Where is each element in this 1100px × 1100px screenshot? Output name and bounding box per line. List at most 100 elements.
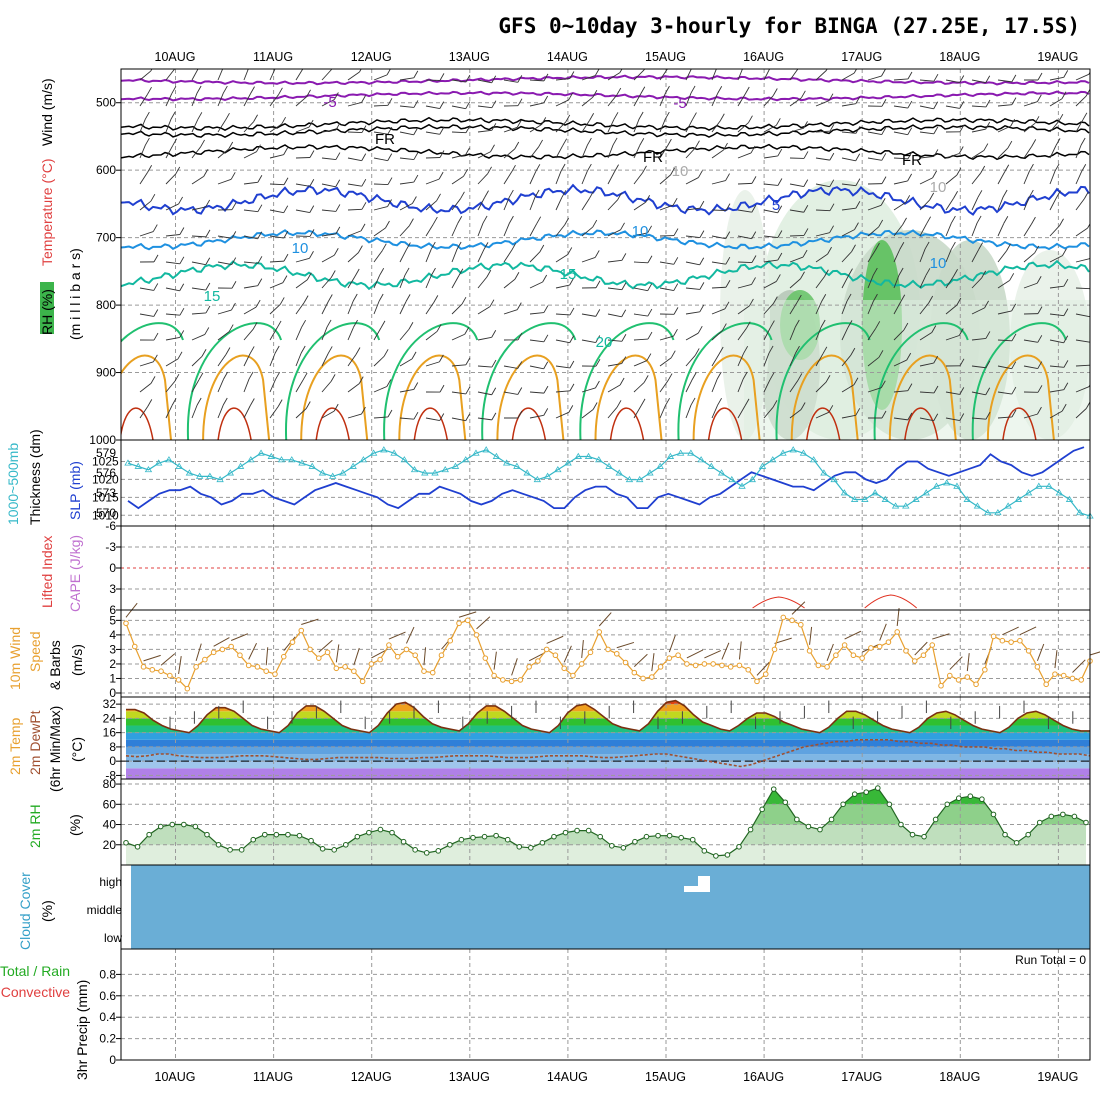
wind-barb bbox=[555, 390, 570, 393]
wind-barb-flag bbox=[903, 322, 909, 331]
wind-barb-flag bbox=[439, 73, 445, 81]
wind-barb bbox=[178, 656, 182, 674]
wind-barb-flag bbox=[360, 223, 366, 232]
wind-barb bbox=[399, 328, 410, 341]
wind-barb bbox=[685, 332, 699, 341]
wind-barb bbox=[815, 253, 828, 263]
wind-barb bbox=[1023, 365, 1038, 370]
wind-barb bbox=[139, 361, 154, 367]
wind-barb-flag bbox=[308, 119, 314, 128]
wind-barb-flag bbox=[803, 151, 809, 159]
wind-barb-flag bbox=[543, 334, 549, 343]
wind-barb-flag bbox=[751, 231, 757, 239]
wind-barb bbox=[997, 147, 1009, 159]
wind-barb-flag bbox=[1037, 361, 1043, 369]
wind-barb bbox=[265, 647, 269, 666]
rh-point bbox=[481, 833, 488, 840]
thickness-marker bbox=[891, 502, 900, 509]
wind-barb bbox=[945, 304, 958, 315]
rh-legend-swatch bbox=[40, 282, 54, 334]
wind-barb-flag bbox=[953, 269, 958, 277]
thickness-line bbox=[127, 449, 1091, 517]
wind-barb bbox=[607, 199, 618, 211]
wind-barb-flag bbox=[1062, 248, 1067, 256]
wind-barb bbox=[945, 248, 952, 263]
wind-barb bbox=[893, 301, 902, 315]
thickness-marker bbox=[728, 475, 736, 483]
wind-barb bbox=[555, 224, 565, 237]
wind-barb bbox=[659, 69, 668, 81]
wind-speed-point bbox=[666, 655, 673, 661]
wind-barb bbox=[269, 154, 284, 159]
wind-barb bbox=[139, 144, 146, 159]
wind-barb-flag bbox=[283, 253, 289, 262]
wind-barb bbox=[373, 300, 380, 315]
temp-contour-25 bbox=[692, 354, 761, 440]
wind-barb bbox=[529, 365, 544, 370]
wind-barb-flag bbox=[803, 121, 808, 129]
temp-contour-30 bbox=[609, 407, 645, 440]
wind-barb-flag bbox=[716, 371, 722, 380]
wind-barb-flag bbox=[1080, 137, 1086, 146]
wind-barb-flag bbox=[670, 350, 676, 358]
wind-barb bbox=[945, 79, 960, 83]
wind-speed-point bbox=[517, 677, 524, 683]
wind-barb bbox=[711, 308, 726, 315]
wind-barb bbox=[373, 327, 382, 341]
wind-barb-flag bbox=[1011, 74, 1017, 83]
wind-barb bbox=[815, 209, 831, 212]
wind-barb-flag bbox=[465, 147, 471, 155]
wind-barb bbox=[789, 278, 801, 289]
thickness-marker bbox=[165, 456, 173, 463]
freezing-level-1 bbox=[121, 116, 1090, 132]
wind-barb bbox=[555, 284, 570, 289]
wind-barb bbox=[217, 178, 232, 185]
wind-barb bbox=[607, 287, 622, 291]
wind-barb bbox=[1049, 285, 1064, 289]
tick-label: 32 bbox=[103, 697, 117, 711]
wind-speed-point bbox=[745, 666, 752, 673]
wind-barb bbox=[789, 352, 796, 367]
wind-barb bbox=[295, 157, 311, 159]
wind-barb bbox=[165, 313, 180, 316]
wind-barb-flag bbox=[647, 225, 653, 234]
wind-barb-flag bbox=[387, 199, 392, 207]
wind-barb-flag bbox=[231, 302, 236, 311]
wind-speed-point bbox=[175, 677, 182, 683]
wind-barb-flag bbox=[153, 254, 159, 263]
wind-barb-flag bbox=[309, 229, 315, 237]
wind-barb-flag bbox=[794, 319, 800, 328]
temp-contour-30 bbox=[707, 407, 743, 440]
wind-barb-flag bbox=[1085, 89, 1090, 97]
wind-barb-flag bbox=[326, 319, 332, 328]
wind-barb-flag bbox=[875, 321, 881, 329]
wind-barb-flag bbox=[800, 271, 805, 279]
wind-barb-flag bbox=[413, 100, 419, 108]
wind-barb bbox=[914, 641, 928, 656]
wind-barb bbox=[511, 658, 518, 676]
wind-barb-flag bbox=[542, 274, 548, 283]
rh-point bbox=[701, 848, 708, 854]
tick-label: 1 bbox=[109, 671, 116, 685]
wind-barb bbox=[321, 209, 336, 212]
wind-barb-flag bbox=[486, 269, 492, 278]
wind-barb-flag bbox=[230, 172, 236, 180]
wind-barb bbox=[659, 204, 674, 211]
tick-label: 40 bbox=[103, 818, 117, 832]
wind-barb-flag bbox=[231, 281, 237, 289]
wind-barb-flag bbox=[484, 190, 489, 198]
wind-barb bbox=[243, 235, 258, 240]
wind-speed-point bbox=[605, 646, 611, 653]
tick-label: 600 bbox=[96, 163, 116, 177]
wind-barb bbox=[191, 146, 201, 159]
wind-barb-flag bbox=[699, 230, 705, 238]
wind-barb bbox=[815, 276, 825, 289]
wind-barb-flag bbox=[205, 229, 211, 238]
wind-barb-flag bbox=[361, 95, 366, 103]
wind-barb bbox=[503, 278, 516, 289]
ylabel-cloud-cover: Cloud Cover bbox=[17, 872, 33, 950]
wind-barb bbox=[893, 131, 908, 136]
wind-barb-flag bbox=[255, 299, 261, 308]
wind-barb-flag bbox=[381, 243, 387, 251]
wind-barb bbox=[815, 381, 827, 393]
